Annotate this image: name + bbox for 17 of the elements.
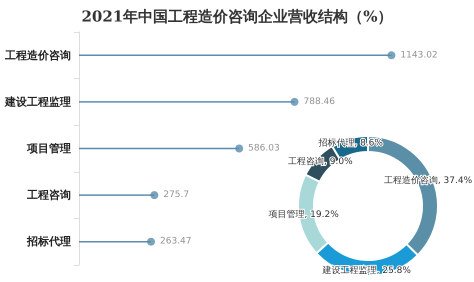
y-tick-label: 工程造价咨询 [4,48,71,62]
y-tick-label: 工程咨询 [26,188,71,202]
slice-label: 项目管理, 19.2% [268,208,340,220]
point [387,51,396,60]
data-label: 788.46 [304,96,336,107]
point [150,191,158,200]
data-label: 275.7 [163,190,190,200]
y-tick-label: 建设工程监理 [4,95,71,108]
chart-title: 2021年中国工程造价咨询企业营收结构（%） [81,8,393,26]
y-tick-label: 招标代理 [26,235,71,248]
point [235,144,244,152]
data-label: 263.47 [160,236,192,247]
point [147,238,156,246]
point [290,98,299,106]
data-label: 1143.02 [400,50,438,60]
data-label: 586.03 [248,144,280,154]
y-tick-label: 项目管理 [26,142,71,155]
